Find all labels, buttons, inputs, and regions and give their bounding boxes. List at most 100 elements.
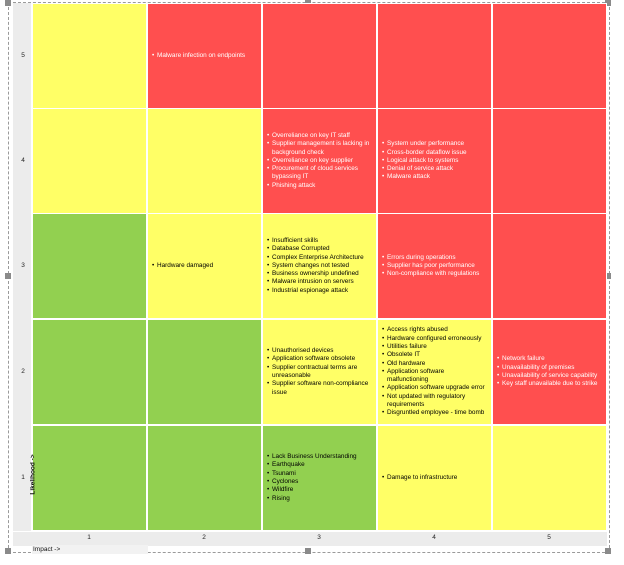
- risk-cell-l3-i5: [492, 213, 607, 319]
- risk-item: Supplier software non-compliance issue: [267, 380, 372, 397]
- y-tick-label: 3: [21, 262, 25, 269]
- x-axis-label: Impact ->: [33, 546, 61, 553]
- risk-item: Overreliance on key IT staff: [267, 132, 372, 141]
- risk-item: Malware attack: [382, 173, 467, 182]
- risk-item: Business ownership undefined: [267, 270, 364, 279]
- resize-handle-top-right[interactable]: [605, 0, 611, 6]
- x-tick-label: 5: [547, 534, 551, 541]
- x-axis-strip: [13, 532, 607, 546]
- risk-item: Rising: [267, 495, 357, 504]
- risk-cell-l2-i4: Access rights abusedHardware configured …: [377, 319, 492, 425]
- risk-cell-l5-i1: [32, 3, 147, 109]
- risk-item: Old hardware: [382, 360, 487, 369]
- risk-item: Industrial espionage attack: [267, 287, 364, 296]
- risk-cell-l1-i1: [32, 425, 147, 531]
- risk-item: Unavailability of service capability: [497, 372, 597, 381]
- risk-cell-l1-i3: Lack Business UnderstandingEarthquakeTsu…: [262, 425, 377, 531]
- risk-cell-l5-i5: [492, 3, 607, 109]
- risk-item: Hardware configured erroneously: [382, 335, 487, 344]
- risk-cell-l5-i3: [262, 3, 377, 109]
- risk-cell-l4-i3: Overreliance on key IT staffSupplier man…: [262, 108, 377, 214]
- risk-cell-l3-i4: Errors during operationsSupplier has poo…: [377, 213, 492, 319]
- risk-item: Earthquake: [267, 461, 357, 470]
- risk-item: Not updated with regulatory requirements: [382, 393, 487, 410]
- risk-item: Insufficient skills: [267, 237, 364, 246]
- risk-item: Procurement of cloud services bypassing …: [267, 165, 372, 182]
- resize-handle-middle-right[interactable]: [605, 273, 611, 279]
- resize-handle-top-left[interactable]: [5, 0, 11, 6]
- risk-list: Access rights abusedHardware configured …: [382, 326, 487, 418]
- risk-list: Network failureUnavailability of premise…: [497, 355, 597, 388]
- x-tick-label: 3: [317, 534, 321, 541]
- risk-cell-l4-i1: [32, 108, 147, 214]
- risk-item: System changes not tested: [267, 262, 364, 271]
- risk-cell-l1-i2: [147, 425, 262, 531]
- risk-item: Application software upgrade error: [382, 384, 487, 393]
- y-axis-label: Likelihood ->: [29, 454, 37, 495]
- y-axis-strip: [13, 3, 31, 531]
- y-tick-label: 2: [21, 368, 25, 375]
- risk-cell-l1-i5: [492, 425, 607, 531]
- risk-item: Key staff unavailable due to strike: [497, 380, 597, 389]
- risk-list: Overreliance on key IT staffSupplier man…: [267, 132, 372, 190]
- risk-cell-l3-i3: Insufficient skillsDatabase CorruptedCom…: [262, 213, 377, 319]
- risk-item: Supplier management is lacking in backgr…: [267, 140, 372, 157]
- risk-item: Obsolete IT: [382, 351, 487, 360]
- risk-item: Unavailability of premises: [497, 364, 597, 373]
- risk-cell-l4-i4: System under performanceCross-border dat…: [377, 108, 492, 214]
- risk-list: System under performanceCross-border dat…: [382, 140, 467, 182]
- risk-list: Hardware damaged: [152, 262, 213, 271]
- risk-item: Lack Business Understanding: [267, 453, 357, 462]
- risk-item: Phishing attack: [267, 182, 372, 191]
- y-tick-label: 5: [21, 52, 25, 59]
- risk-list: Insufficient skillsDatabase CorruptedCom…: [267, 237, 364, 295]
- risk-list: Damage to infrastructure: [382, 474, 457, 483]
- risk-cell-l3-i2: Hardware damaged: [147, 213, 262, 319]
- x-tick-label: 1: [87, 534, 91, 541]
- risk-item: Database Corrupted: [267, 245, 364, 254]
- risk-item: Network failure: [497, 355, 597, 364]
- risk-item: Malware intrusion on servers: [267, 278, 364, 287]
- risk-item: Hardware damaged: [152, 262, 213, 271]
- resize-handle-bottom-left[interactable]: [5, 548, 11, 554]
- resize-handle-bottom-center[interactable]: [305, 548, 311, 554]
- risk-item: Cross-border dataflow issue: [382, 149, 467, 158]
- risk-list: Unauthorised devicesApplication software…: [267, 347, 372, 397]
- risk-item: Access rights abused: [382, 326, 487, 335]
- risk-item: Supplier has poor performance: [382, 262, 479, 271]
- x-tick-label: 2: [202, 534, 206, 541]
- risk-item: Logical attack to systems: [382, 157, 467, 166]
- risk-item: Malware infection on endpoints: [152, 52, 245, 61]
- risk-item: Complex Enterprise Architecture: [267, 254, 364, 263]
- risk-item: Tsunami: [267, 470, 357, 479]
- risk-item: Unauthorised devices: [267, 347, 372, 356]
- risk-item: Errors during operations: [382, 254, 479, 263]
- risk-item: Application software obsolete: [267, 355, 372, 364]
- risk-item: System under performance: [382, 140, 467, 149]
- risk-cell-l4-i2: [147, 108, 262, 214]
- risk-item: Damage to infrastructure: [382, 474, 457, 483]
- risk-cell-l2-i5: Network failureUnavailability of premise…: [492, 319, 607, 425]
- risk-item: Application software malfunctioning: [382, 368, 487, 385]
- resize-handle-middle-left[interactable]: [5, 273, 11, 279]
- risk-cell-l5-i4: [377, 3, 492, 109]
- risk-cell-l3-i1: [32, 213, 147, 319]
- x-tick-label: 4: [432, 534, 436, 541]
- risk-item: Cyclones: [267, 478, 357, 487]
- risk-cell-l2-i2: [147, 319, 262, 425]
- risk-cell-l4-i5: [492, 108, 607, 214]
- risk-cell-l5-i2: Malware infection on endpoints: [147, 3, 262, 109]
- risk-item: Non-compliance with regulations: [382, 270, 479, 279]
- risk-item: Disgruntled employee - time bomb: [382, 409, 487, 418]
- risk-item: Utilities failure: [382, 343, 487, 352]
- risk-cell-l2-i1: [32, 319, 147, 425]
- y-tick-label: 4: [21, 157, 25, 164]
- risk-cell-l2-i3: Unauthorised devicesApplication software…: [262, 319, 377, 425]
- risk-item: Denial of service attack: [382, 165, 467, 174]
- risk-list: Malware infection on endpoints: [152, 52, 245, 61]
- risk-item: Wildfire: [267, 486, 357, 495]
- risk-list: Errors during operationsSupplier has poo…: [382, 254, 479, 279]
- resize-handle-bottom-right[interactable]: [605, 548, 611, 554]
- y-tick-label: 1: [21, 474, 25, 481]
- risk-list: Lack Business UnderstandingEarthquakeTsu…: [267, 453, 357, 503]
